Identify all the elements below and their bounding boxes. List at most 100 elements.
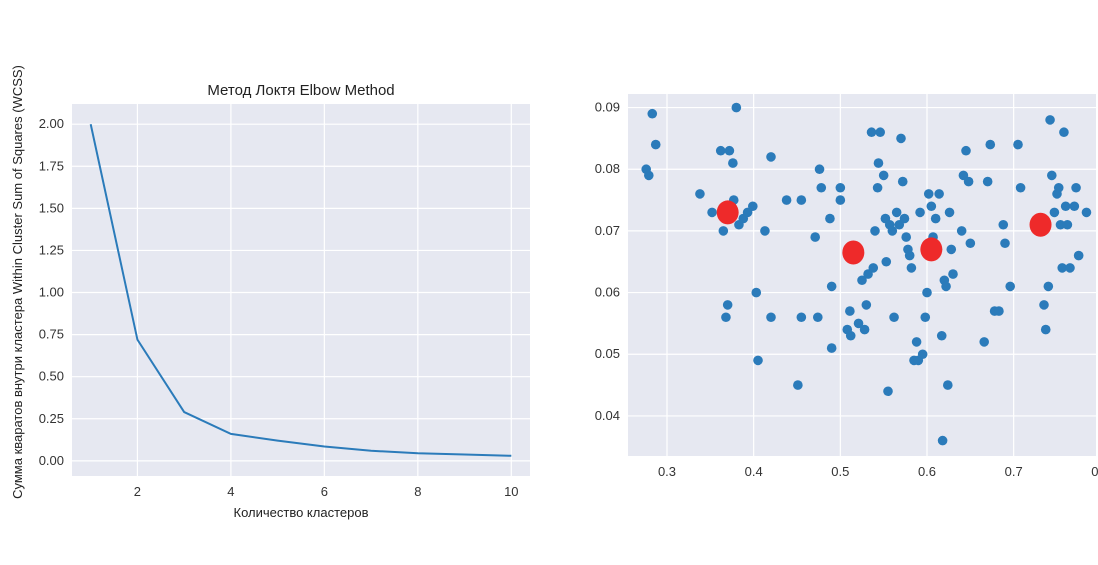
y-tick-label: 0.08 xyxy=(595,161,620,176)
data-point xyxy=(826,343,837,353)
elbow-x-tick-labels: 2 4 6 8 10 xyxy=(134,484,519,499)
data-point xyxy=(904,250,915,261)
data-point xyxy=(644,170,654,181)
data-point xyxy=(1055,219,1066,230)
data-point xyxy=(944,207,955,218)
data-point xyxy=(1073,250,1084,261)
data-point xyxy=(982,176,993,187)
data-point xyxy=(998,219,1009,230)
data-point xyxy=(946,244,957,255)
data-point xyxy=(718,226,729,236)
y-tick-label: 0.50 xyxy=(39,369,64,384)
x-tick-label: 0.3 xyxy=(658,464,676,479)
data-point xyxy=(825,213,835,224)
data-point xyxy=(781,195,792,205)
data-point xyxy=(857,275,867,286)
elbow-y-tick-labels: 0.00 0.25 0.50 0.75 1.00 1.25 1.50 1.75 2.00 xyxy=(39,116,64,468)
data-point xyxy=(941,281,951,292)
centroid-point xyxy=(716,200,739,225)
data-point xyxy=(911,337,922,347)
scatter-y-tick-labels: 0.04 0.05 0.06 0.07 0.08 0.09 xyxy=(595,100,620,423)
data-point xyxy=(1039,300,1049,310)
data-point xyxy=(810,232,820,242)
data-point xyxy=(835,182,846,193)
x-tick-label: 6 xyxy=(321,484,328,499)
elbow-x-axis-label: Количество кластеров xyxy=(234,505,369,520)
data-point xyxy=(930,213,941,224)
data-point xyxy=(899,213,910,224)
data-point xyxy=(889,312,899,323)
y-tick-label: 0.04 xyxy=(595,408,620,423)
y-tick-label: 0.05 xyxy=(595,346,620,361)
data-point xyxy=(751,287,762,298)
data-point xyxy=(1081,207,1092,218)
y-tick-label: 0.09 xyxy=(595,100,620,115)
elbow-line-series xyxy=(89,123,512,457)
data-point xyxy=(647,108,658,119)
data-point xyxy=(1047,170,1057,181)
data-point xyxy=(793,380,803,390)
data-point xyxy=(845,330,856,341)
data-point xyxy=(994,306,1004,316)
x-tick-label: 0.6 xyxy=(918,464,936,479)
data-point xyxy=(845,306,855,316)
x-tick-label: 0.4 xyxy=(745,464,763,479)
data-point xyxy=(881,256,892,267)
data-point xyxy=(870,226,880,236)
data-point xyxy=(861,300,872,310)
data-point xyxy=(753,355,763,366)
data-point xyxy=(650,139,661,150)
data-point xyxy=(923,189,934,199)
data-point xyxy=(1059,127,1069,138)
data-point xyxy=(1053,182,1064,193)
data-point xyxy=(814,164,825,175)
data-point xyxy=(707,207,717,218)
x-tick-label: 10 xyxy=(504,484,518,499)
data-point xyxy=(936,330,947,341)
data-point xyxy=(859,324,870,335)
y-tick-label: 0.25 xyxy=(39,411,64,426)
scatter-centroid-points xyxy=(716,200,1052,265)
data-point xyxy=(695,189,705,199)
elbow-chart-title: Метод Локтя Elbow Method xyxy=(207,82,394,99)
data-point xyxy=(891,207,902,218)
y-tick-label: 0.75 xyxy=(39,327,64,342)
data-point xyxy=(826,281,837,292)
data-point xyxy=(922,287,932,298)
data-point xyxy=(906,263,917,273)
data-point xyxy=(887,226,898,236)
data-point xyxy=(1015,182,1026,193)
data-point xyxy=(943,380,953,390)
data-point xyxy=(948,269,958,279)
data-point xyxy=(897,176,908,187)
data-point xyxy=(1040,324,1051,335)
data-point xyxy=(926,201,937,212)
data-point xyxy=(872,182,883,193)
elbow-y-axis-label: Сумма кваратов внутри кластера Within Cl… xyxy=(10,65,25,499)
data-point xyxy=(965,238,976,249)
x-tick-label: 0.8 xyxy=(1091,464,1098,479)
data-point xyxy=(1000,238,1010,249)
data-point xyxy=(816,182,827,193)
data-point xyxy=(878,170,889,181)
data-point xyxy=(1049,207,1060,218)
y-tick-label: 1.25 xyxy=(39,242,64,257)
data-point xyxy=(1062,219,1073,230)
y-tick-label: 1.00 xyxy=(39,285,64,300)
data-point xyxy=(934,189,944,199)
data-point xyxy=(796,195,807,205)
data-point xyxy=(920,312,931,323)
centroid-point xyxy=(842,240,865,265)
data-point xyxy=(715,145,726,156)
data-point xyxy=(813,312,823,323)
data-point xyxy=(873,158,884,168)
data-point xyxy=(766,152,776,162)
data-point xyxy=(796,312,807,323)
data-point xyxy=(1071,182,1081,193)
data-point xyxy=(1005,281,1015,292)
data-point xyxy=(1045,115,1055,125)
scatter-chart: 0.30.40.50.60.70.8 0.040.050.060.070.080… xyxy=(595,94,1098,479)
data-point xyxy=(901,232,911,242)
data-point xyxy=(868,263,879,273)
data-point xyxy=(721,312,731,323)
